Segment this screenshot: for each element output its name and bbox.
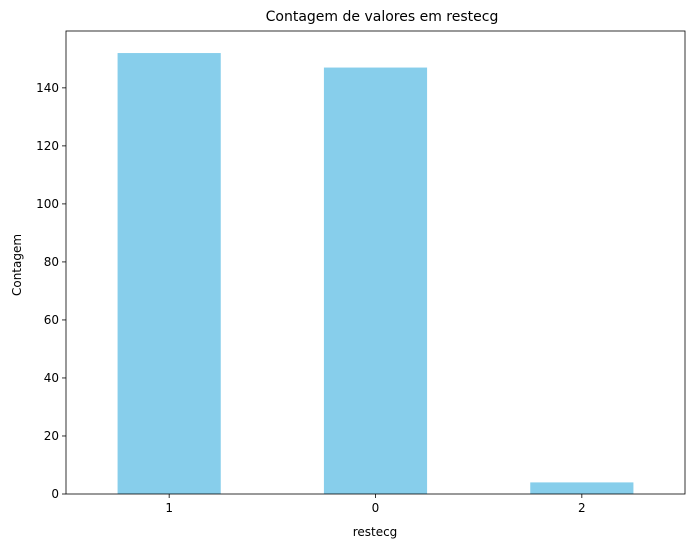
y-tick-label: 80 (44, 255, 59, 269)
y-tick-label: 100 (36, 197, 59, 211)
y-tick-label: 40 (44, 371, 59, 385)
y-tick-label: 0 (51, 487, 59, 501)
plot-frame (65, 30, 686, 495)
chart-title: Contagem de valores em restecg (266, 9, 499, 25)
y-tick-label: 60 (44, 313, 59, 327)
bar-2 (530, 482, 634, 494)
y-tick-label: 120 (36, 139, 59, 153)
bar-1 (117, 53, 221, 495)
y-axis-label: Contagem (10, 234, 24, 296)
x-tick-label: 0 (372, 501, 380, 515)
x-tick-label: 1 (165, 501, 173, 515)
x-axis-label: restecg (353, 525, 398, 539)
bar-0 (323, 67, 428, 494)
x-tick-label: 2 (578, 501, 586, 515)
y-tick-label: 140 (36, 81, 59, 95)
y-tick-label: 20 (44, 429, 59, 443)
